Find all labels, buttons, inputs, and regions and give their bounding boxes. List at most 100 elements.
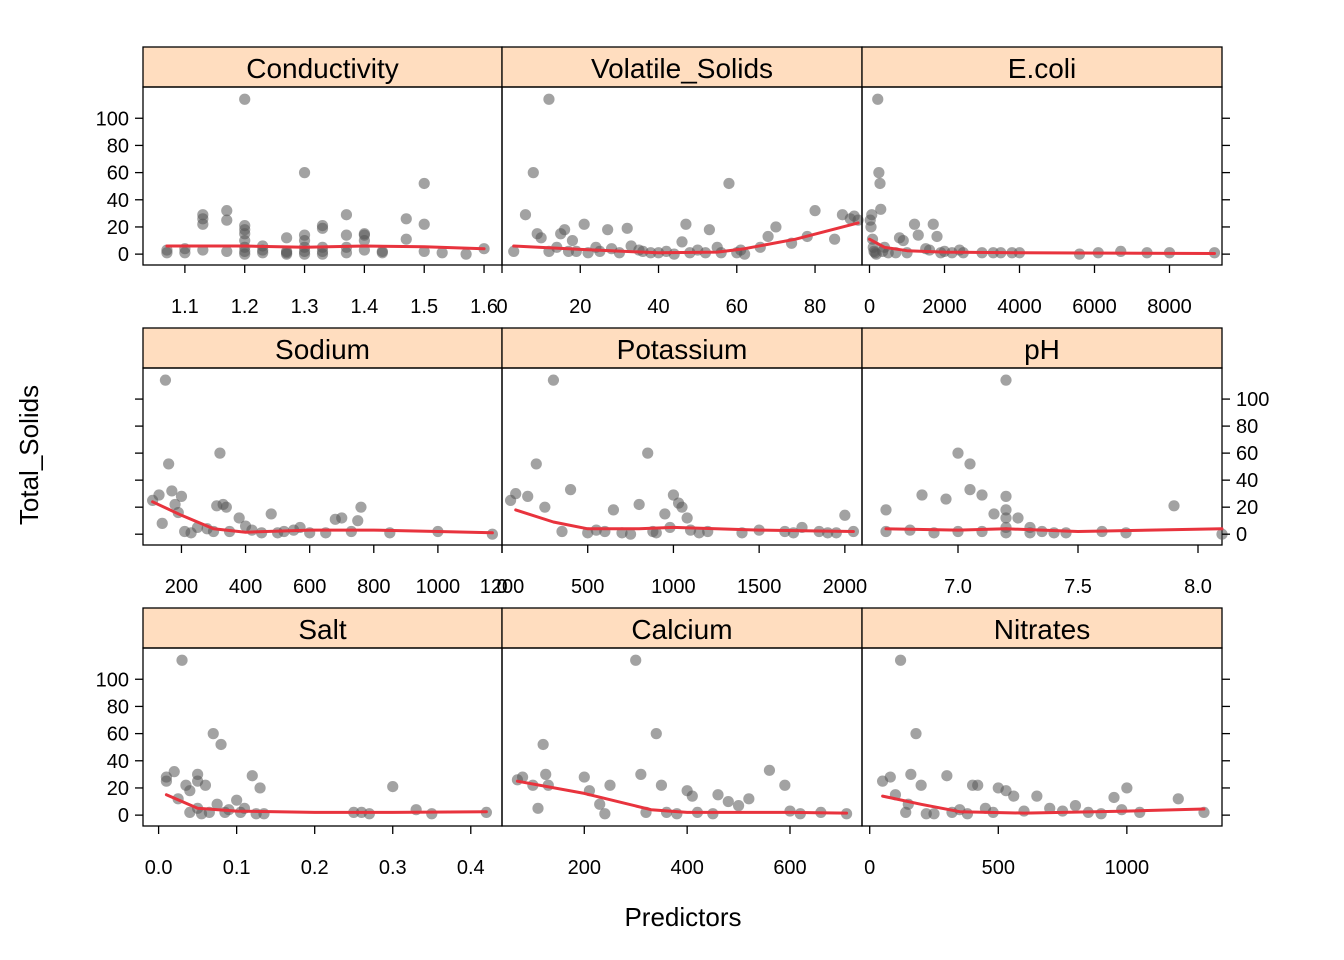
data-point: [508, 245, 520, 258]
data-point: [570, 245, 582, 258]
y-tick-label: 80: [107, 135, 129, 157]
data-point: [866, 209, 878, 221]
data-point: [543, 93, 555, 105]
data-point: [908, 218, 921, 230]
data-point: [340, 229, 353, 241]
data-point: [659, 508, 671, 520]
data-point: [712, 789, 724, 801]
data-point: [1000, 512, 1012, 524]
data-point: [976, 489, 988, 501]
panel-frame-calcium: [501, 647, 863, 827]
x-tick-label: 1.2: [231, 296, 259, 318]
data-point: [912, 229, 924, 241]
panel-frame-e-coli: [861, 86, 1223, 266]
data-point: [915, 779, 927, 791]
data-point: [281, 248, 293, 260]
data-point: [703, 224, 715, 236]
panel-frame-sodium: [142, 367, 503, 546]
data-point: [681, 512, 693, 524]
strip-label-volatile-solids: Volatile_Solids: [591, 53, 773, 84]
data-point: [1060, 527, 1072, 539]
data-point: [1012, 512, 1024, 524]
data-point: [743, 793, 755, 805]
data-point: [1008, 790, 1020, 802]
x-tick-label: 800: [357, 576, 390, 598]
data-point: [1108, 791, 1120, 804]
x-tick-label: 500: [571, 576, 604, 598]
data-point: [387, 780, 399, 793]
x-tick-label: 600: [293, 576, 326, 598]
data-point: [163, 458, 175, 470]
data-point: [1134, 806, 1146, 819]
data-point: [976, 525, 988, 538]
data-point: [1168, 500, 1180, 512]
data-point: [418, 218, 430, 230]
x-tick-label: 2000: [823, 576, 868, 598]
data-point: [1121, 782, 1133, 794]
data-point: [1031, 790, 1043, 802]
data-point: [199, 779, 212, 791]
data-point: [530, 458, 542, 470]
panel-frame-conductivity: [142, 86, 503, 266]
strip-label-ph: pH: [1024, 334, 1060, 365]
data-point: [931, 230, 943, 243]
data-point: [168, 766, 180, 778]
data-point: [1048, 527, 1060, 539]
data-point: [426, 808, 438, 820]
data-point: [400, 213, 412, 225]
data-point: [166, 485, 178, 497]
smooth-line-conductivity: [165, 244, 486, 251]
data-point: [1120, 527, 1132, 539]
smooth-line-sodium: [151, 500, 494, 535]
data-point: [928, 808, 940, 820]
data-point: [972, 779, 984, 791]
data-point: [635, 768, 647, 780]
data-point: [160, 771, 173, 783]
data-point: [894, 654, 907, 666]
data-point: [650, 527, 662, 539]
x-tick-label: 8000: [1147, 296, 1192, 318]
data-point: [239, 93, 251, 105]
data-point: [400, 233, 412, 245]
data-point: [722, 795, 734, 808]
data-point: [340, 209, 353, 221]
data-point: [680, 218, 692, 230]
x-tick-label: 60: [726, 296, 748, 318]
data-point: [358, 234, 370, 247]
strip-label-nitrates: Nitrates: [994, 614, 1090, 645]
data-point: [633, 498, 645, 511]
x-tick-label: 8.0: [1184, 576, 1212, 598]
x-tick-label: 1200: [480, 576, 525, 598]
y-tick-label: 100: [96, 669, 129, 691]
x-tick-label: 7.0: [944, 576, 972, 598]
x-tick-label: 1.5: [410, 296, 438, 318]
data-point: [763, 764, 776, 776]
data-point: [865, 221, 877, 233]
data-point: [1172, 793, 1184, 805]
data-point: [566, 234, 579, 247]
x-tick-label: 1.6: [470, 296, 498, 318]
y-tick-label: 20: [1236, 497, 1258, 519]
data-point: [920, 808, 932, 820]
data-point: [156, 517, 168, 529]
data-point: [532, 802, 544, 814]
data-point: [559, 224, 571, 236]
data-point: [599, 808, 611, 820]
data-point: [519, 209, 532, 221]
data-point: [940, 493, 952, 505]
data-point: [779, 779, 791, 791]
x-tick-label: 40: [647, 296, 669, 318]
strip-nitrates: [861, 607, 1223, 649]
strip-label-potassium: Potassium: [617, 334, 748, 365]
smooth-line-nitrates: [881, 794, 1206, 815]
data-point: [175, 490, 188, 502]
data-point: [905, 768, 917, 780]
data-point: [1095, 808, 1107, 820]
x-tick-label: 1500: [737, 576, 782, 598]
data-point: [176, 654, 188, 666]
data-point: [220, 501, 232, 513]
strip-calcium: [501, 607, 863, 649]
data-point: [197, 218, 209, 230]
data-point: [316, 222, 329, 234]
